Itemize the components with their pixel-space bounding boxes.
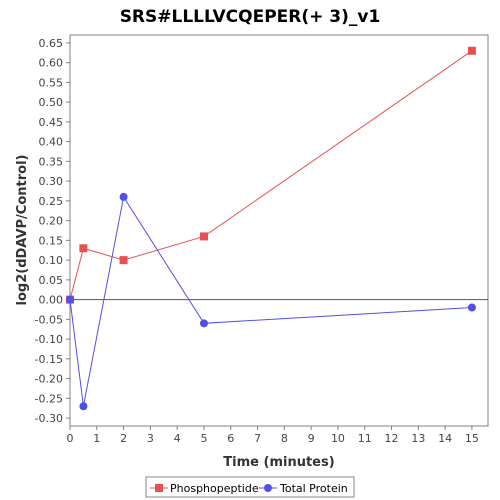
x-tick-label: 0 bbox=[67, 432, 74, 445]
x-tick-label: 4 bbox=[174, 432, 181, 445]
y-tick-label: 0.10 bbox=[39, 254, 64, 267]
legend-label-total-protein: Total Protein bbox=[279, 482, 348, 495]
x-tick-label: 9 bbox=[308, 432, 315, 445]
y-tick-label: -0.20 bbox=[35, 373, 63, 386]
x-tick-label: 1 bbox=[93, 432, 100, 445]
x-tick-label: 13 bbox=[411, 432, 425, 445]
x-tick-label: 11 bbox=[358, 432, 372, 445]
x-tick-label: 7 bbox=[254, 432, 261, 445]
x-tick-label: 14 bbox=[438, 432, 452, 445]
y-tick-label: -0.30 bbox=[35, 412, 63, 425]
data-point-total-protein bbox=[119, 192, 128, 201]
x-tick-label: 10 bbox=[331, 432, 345, 445]
y-tick-label: -0.15 bbox=[35, 353, 63, 366]
y-tick-label: 0.25 bbox=[39, 195, 64, 208]
y-tick-label: 0.65 bbox=[39, 37, 64, 50]
x-tick-label: 8 bbox=[281, 432, 288, 445]
data-point-phosphopeptide bbox=[199, 232, 208, 241]
plot-area bbox=[69, 34, 489, 427]
y-tick-label: -0.25 bbox=[35, 392, 63, 405]
data-point-phosphopeptide bbox=[79, 244, 88, 253]
data-point-total-protein bbox=[66, 295, 74, 304]
data-point-total-protein bbox=[467, 303, 476, 312]
legend-marker-phosphopeptide bbox=[155, 484, 163, 492]
data-point-phosphopeptide bbox=[119, 256, 128, 265]
y-tick-label: 0.00 bbox=[39, 294, 64, 307]
x-tick-label: 2 bbox=[120, 432, 127, 445]
y-axis-label: log2(dDAVP/Control) bbox=[15, 155, 30, 306]
y-tick-label: 0.45 bbox=[39, 116, 64, 129]
data-point-total-protein bbox=[199, 319, 208, 328]
x-tick-label: 5 bbox=[200, 432, 207, 445]
y-tick-label: 0.15 bbox=[39, 234, 64, 247]
chart-title: SRS#LLLLVCQEPER(+ 3)_v1 bbox=[120, 7, 381, 27]
y-axis: -0.30 -0.25 -0.20 -0.15 -0.10 -0.05 0.00 0.05 0.… bbox=[35, 37, 70, 425]
legend-box bbox=[145, 476, 355, 498]
x-tick-label: 6 bbox=[227, 432, 234, 445]
y-tick-label: 0.55 bbox=[39, 76, 64, 89]
legend: Phosphopeptide Total Protein bbox=[145, 476, 355, 498]
x-axis: 0 1 2 3 4 5 6 7 8 9 10 11 12 13 14 15 bbox=[67, 426, 479, 445]
y-tick-label: -0.05 bbox=[35, 313, 63, 326]
x-tick-label: 12 bbox=[385, 432, 399, 445]
x-tick-label: 3 bbox=[147, 432, 154, 445]
x-tick-label: 15 bbox=[465, 432, 479, 445]
y-tick-label: 0.30 bbox=[39, 175, 64, 188]
x-axis-label: Time (minutes) bbox=[223, 455, 334, 470]
y-tick-label: 0.20 bbox=[39, 215, 64, 228]
data-point-total-protein bbox=[79, 402, 88, 411]
series-group bbox=[66, 46, 476, 411]
y-tick-label: 0.05 bbox=[39, 274, 64, 287]
legend-marker-total-protein bbox=[264, 484, 272, 492]
data-point-phosphopeptide bbox=[467, 46, 476, 55]
y-tick-label: 0.60 bbox=[39, 57, 64, 70]
y-tick-label: 0.50 bbox=[39, 96, 64, 109]
y-tick-label: 0.40 bbox=[39, 136, 64, 149]
y-tick-label: 0.35 bbox=[39, 155, 64, 168]
legend-label-phosphopeptide: Phosphopeptide bbox=[170, 482, 259, 495]
y-tick-label: -0.10 bbox=[35, 333, 63, 346]
